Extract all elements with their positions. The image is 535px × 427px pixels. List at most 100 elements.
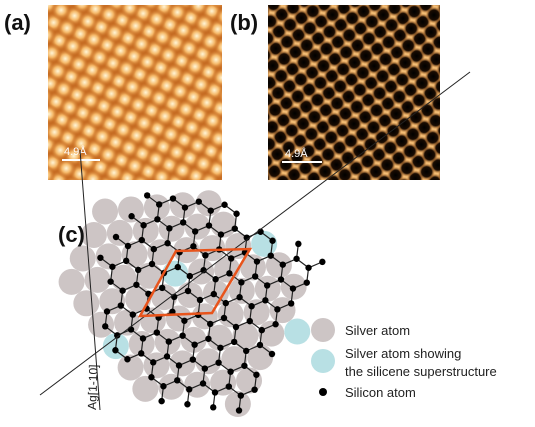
- silicon-atom: [277, 276, 285, 283]
- silicon-atom: [235, 407, 243, 414]
- silicon-atom: [210, 290, 217, 298]
- silver-atom: [136, 262, 163, 289]
- silicon-atom: [159, 284, 166, 292]
- silver-atom: [177, 282, 203, 308]
- silicon-atom: [184, 401, 191, 408]
- scale-label: 4.9Å: [64, 145, 87, 158]
- silver-atom: [106, 219, 133, 246]
- silicon-atom: [246, 317, 253, 325]
- silicon-atom: [303, 279, 310, 286]
- silver-atom: [69, 245, 96, 272]
- silicon-atom: [148, 374, 155, 381]
- silicon-atom: [305, 264, 312, 271]
- silicon-atom: [196, 296, 204, 304]
- silicon-atom: [279, 261, 286, 268]
- silicon-atom: [238, 279, 245, 286]
- silicon-atom: [124, 242, 132, 250]
- silver-atom: [132, 375, 159, 402]
- silicon-atom: [109, 263, 116, 270]
- silicon-atom: [191, 341, 198, 348]
- panel-label: (c): [58, 222, 85, 247]
- silicon-atom: [139, 335, 147, 342]
- silicon-atom: [179, 332, 186, 339]
- silicon-atom: [287, 300, 295, 307]
- direction-line: [39, 71, 471, 396]
- silicon-atom: [232, 323, 240, 331]
- silicon-atom: [253, 371, 260, 378]
- silicon-atom: [102, 323, 109, 330]
- silicon-atom: [217, 231, 225, 238]
- silicon-atom: [241, 362, 248, 369]
- silicon-atom: [222, 299, 229, 307]
- silicon-atom: [220, 314, 228, 322]
- silicon-atom: [205, 335, 212, 342]
- silicon-atom: [124, 356, 131, 363]
- silicon-atom: [107, 278, 114, 285]
- silver-atom: [151, 284, 178, 311]
- silicon-atom: [253, 258, 261, 265]
- silicon-atom: [200, 267, 207, 274]
- silver-atom: [117, 354, 144, 381]
- silicon-atom: [210, 404, 217, 411]
- silicon-atom: [158, 397, 165, 405]
- silver-atom: [195, 190, 222, 217]
- silicon-atom: [231, 225, 238, 232]
- silver-atom: [92, 198, 119, 225]
- silver-atom: [206, 324, 233, 351]
- silicon-atom: [191, 228, 199, 235]
- silicon-atom: [233, 210, 240, 217]
- silicon-atom: [243, 234, 250, 241]
- direction-line: [79, 149, 101, 411]
- silicon-atom: [117, 302, 125, 309]
- silicon-atom: [103, 308, 111, 315]
- silver-atom: [110, 264, 137, 291]
- silicon-atom: [225, 383, 233, 390]
- silicon-atom: [251, 273, 259, 280]
- silicon-atom: [258, 326, 265, 334]
- silver-atom: [73, 290, 100, 317]
- silver-atom: [169, 350, 196, 377]
- silicon-atom: [256, 341, 264, 349]
- scale-label: 4.9Å: [285, 147, 308, 160]
- silver-atom: [95, 243, 122, 270]
- legend-swatch: [311, 349, 335, 373]
- silver-atom: [132, 217, 159, 244]
- silicon-atom: [143, 192, 151, 199]
- silicon-atom: [215, 359, 222, 366]
- silicon-atom: [319, 258, 326, 266]
- silicon-atom: [179, 219, 187, 226]
- silicon-atom: [237, 392, 245, 399]
- unit-cell: [137, 247, 253, 318]
- silicon-atom: [243, 347, 250, 355]
- legend-swatch: [311, 318, 335, 342]
- silicon-atom: [112, 347, 119, 354]
- silicon-atom: [114, 332, 121, 339]
- silicon-atom: [263, 282, 271, 289]
- silicon-atom: [150, 359, 157, 366]
- silicon-atom: [205, 222, 213, 229]
- silicon-atom: [169, 195, 177, 202]
- stm-image-a: [48, 5, 222, 180]
- silicon-atom: [123, 257, 130, 265]
- silicon-atom: [226, 270, 233, 277]
- silicon-atom: [181, 204, 189, 211]
- silicon-atom: [190, 243, 197, 250]
- silicon-atom: [262, 297, 269, 304]
- silver-atom: [236, 367, 263, 394]
- silicon-atom: [138, 236, 146, 244]
- silicon-atom: [135, 266, 142, 274]
- silicon-atom: [269, 237, 276, 244]
- silicon-atom: [295, 240, 302, 248]
- silver-atom: [162, 260, 189, 287]
- silicon-atom: [227, 255, 235, 262]
- silver-atom: [58, 268, 85, 295]
- silicon-atom: [174, 377, 181, 384]
- legend-text: Silicon atom: [345, 385, 416, 400]
- silver-atom: [143, 352, 170, 379]
- silver-atom: [165, 305, 192, 332]
- silicon-atom: [267, 252, 274, 259]
- silicon-atom: [154, 216, 161, 223]
- silicon-atom: [165, 338, 173, 345]
- silicon-atom: [153, 329, 161, 336]
